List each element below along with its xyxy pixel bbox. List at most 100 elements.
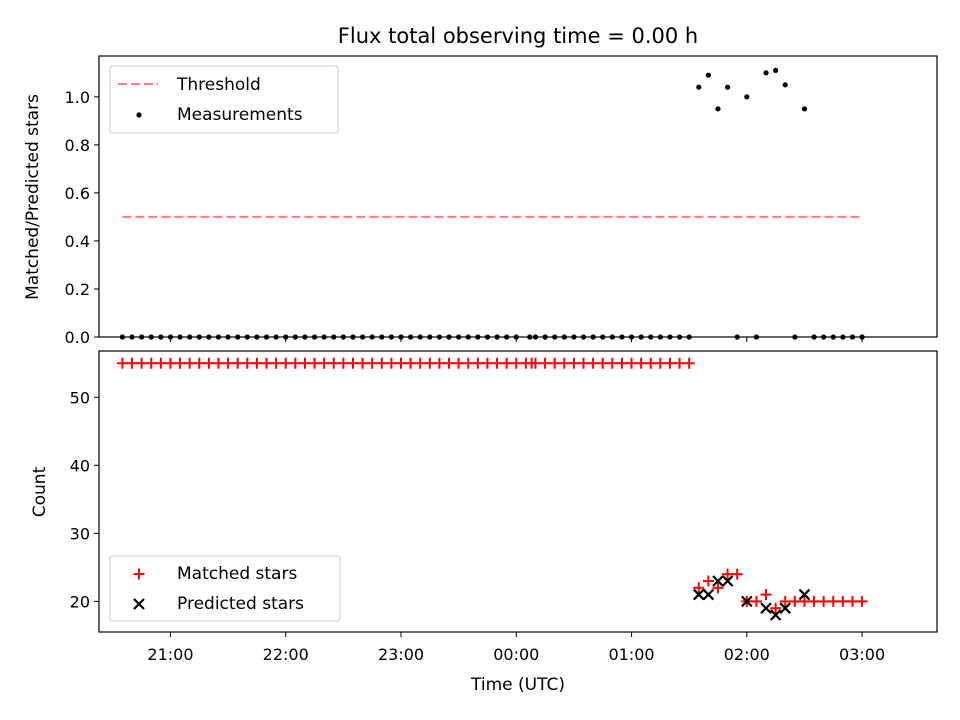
measurement-point bbox=[859, 334, 865, 340]
matched-star-point bbox=[443, 357, 455, 369]
matched-star-point bbox=[462, 357, 474, 369]
measurement-point bbox=[436, 334, 443, 340]
y-tick-label: 30 bbox=[70, 524, 90, 543]
matched-star-point bbox=[395, 357, 407, 369]
measurement-point bbox=[379, 334, 385, 340]
measurement-point bbox=[139, 334, 145, 340]
matched-star-point bbox=[626, 357, 638, 369]
predicted-star-point bbox=[702, 588, 715, 601]
bottom-axes: 20 30 40 50 21:00 22:00 23:00 00:00 01:00 02:00 03… bbox=[70, 350, 938, 664]
measurement-point bbox=[408, 334, 414, 340]
matched-star-point bbox=[597, 357, 609, 369]
legend-matched-swatch bbox=[133, 568, 145, 580]
measurement-point bbox=[705, 72, 711, 78]
measurement-point bbox=[580, 334, 587, 340]
bottom-y-axis-label: Count bbox=[30, 466, 50, 517]
measurement-point bbox=[744, 94, 750, 100]
legend-measurements-label: Measurements bbox=[177, 105, 303, 125]
legend-matched-label: Matched stars bbox=[177, 564, 297, 584]
measurement-point bbox=[177, 334, 183, 340]
measurement-point bbox=[456, 334, 462, 340]
measurement-point bbox=[321, 334, 327, 340]
measurement-point bbox=[542, 334, 548, 340]
measurement-point bbox=[465, 334, 471, 340]
predicted-star-point bbox=[779, 602, 792, 614]
matched-star-point bbox=[501, 357, 513, 369]
matched-star-point bbox=[222, 357, 234, 369]
measurement-point bbox=[427, 334, 433, 340]
matched-star-point bbox=[664, 357, 676, 369]
matched-star-point bbox=[376, 357, 388, 369]
matched-star-point bbox=[539, 357, 551, 369]
top-y-axis-label: Matched/Predicted stars bbox=[23, 94, 43, 300]
measurement-point bbox=[734, 334, 740, 340]
legend-box bbox=[109, 555, 341, 622]
measurement-point bbox=[235, 334, 241, 340]
matched-star-point bbox=[280, 357, 292, 369]
matched-star-point bbox=[347, 357, 359, 369]
matched-star-point bbox=[549, 357, 561, 369]
x-tick-label: 21:00 bbox=[147, 645, 193, 664]
matched-star-point bbox=[827, 595, 839, 607]
matched-star-point bbox=[232, 357, 244, 369]
y-tick-label: 20 bbox=[70, 592, 90, 611]
matched-star-point bbox=[261, 357, 273, 369]
measurement-point bbox=[369, 334, 375, 340]
measurement-point bbox=[119, 334, 126, 340]
legend-predicted-label: Predicted stars bbox=[177, 594, 304, 614]
matched-star-point bbox=[770, 602, 782, 614]
measurement-point bbox=[331, 334, 337, 340]
matched-star-point bbox=[645, 357, 657, 369]
measurement-point bbox=[782, 82, 788, 88]
matched-star-point bbox=[798, 595, 810, 607]
measurement-point bbox=[724, 84, 731, 90]
matched-star-point bbox=[635, 357, 647, 369]
matched-star-point bbox=[846, 595, 858, 607]
matched-star-point bbox=[674, 357, 686, 369]
measurement-point bbox=[619, 334, 625, 340]
x-tick-label: 02:00 bbox=[724, 645, 770, 664]
measurement-point bbox=[225, 334, 231, 340]
matched-star-point bbox=[433, 357, 445, 369]
matched-star-point bbox=[164, 357, 176, 369]
measurement-point bbox=[552, 334, 558, 340]
measurement-point bbox=[359, 334, 366, 340]
y-tick-label: 50 bbox=[70, 388, 90, 407]
measurement-point bbox=[206, 334, 212, 340]
matched-star-point bbox=[587, 357, 599, 369]
matched-star-point bbox=[203, 357, 215, 369]
predicted-star-point bbox=[712, 575, 724, 587]
x-tick-label: 03:00 bbox=[839, 645, 885, 664]
matched-star-point bbox=[789, 595, 801, 607]
measurement-point bbox=[283, 334, 289, 340]
matched-star-point bbox=[309, 357, 321, 369]
legend-predicted-swatch bbox=[133, 598, 145, 610]
matched-star-point bbox=[366, 357, 378, 369]
measurement-point bbox=[504, 334, 510, 340]
matched-star-point bbox=[481, 357, 493, 369]
matched-star-point bbox=[270, 357, 282, 369]
measurement-point bbox=[676, 334, 683, 340]
matched-star-point bbox=[212, 357, 224, 369]
matched-star-point bbox=[414, 357, 426, 369]
measurement-point bbox=[590, 334, 596, 340]
matched-star-point bbox=[193, 357, 205, 369]
matched-star-point bbox=[818, 595, 830, 607]
x-tick-label: 22:00 bbox=[263, 645, 309, 664]
legend-measurements-swatch bbox=[136, 112, 142, 118]
matched-star-point bbox=[424, 357, 436, 369]
measurement-point bbox=[811, 334, 817, 340]
matched-star-point bbox=[145, 357, 157, 369]
matched-star-point bbox=[837, 595, 849, 607]
y-tick-label: 0.4 bbox=[65, 232, 90, 251]
measurement-point bbox=[292, 334, 298, 340]
measurement-point bbox=[254, 334, 260, 340]
measurement-point bbox=[273, 334, 279, 340]
predicted-star-point bbox=[721, 575, 734, 587]
matched-star-point bbox=[856, 595, 868, 607]
top-axes: 0.0 0.2 0.4 0.6 0.8 1.0 Threshold Measurements bbox=[65, 55, 938, 347]
matched-star-point bbox=[722, 568, 734, 580]
measurement-point bbox=[513, 334, 519, 340]
matched-star-point bbox=[702, 575, 714, 587]
